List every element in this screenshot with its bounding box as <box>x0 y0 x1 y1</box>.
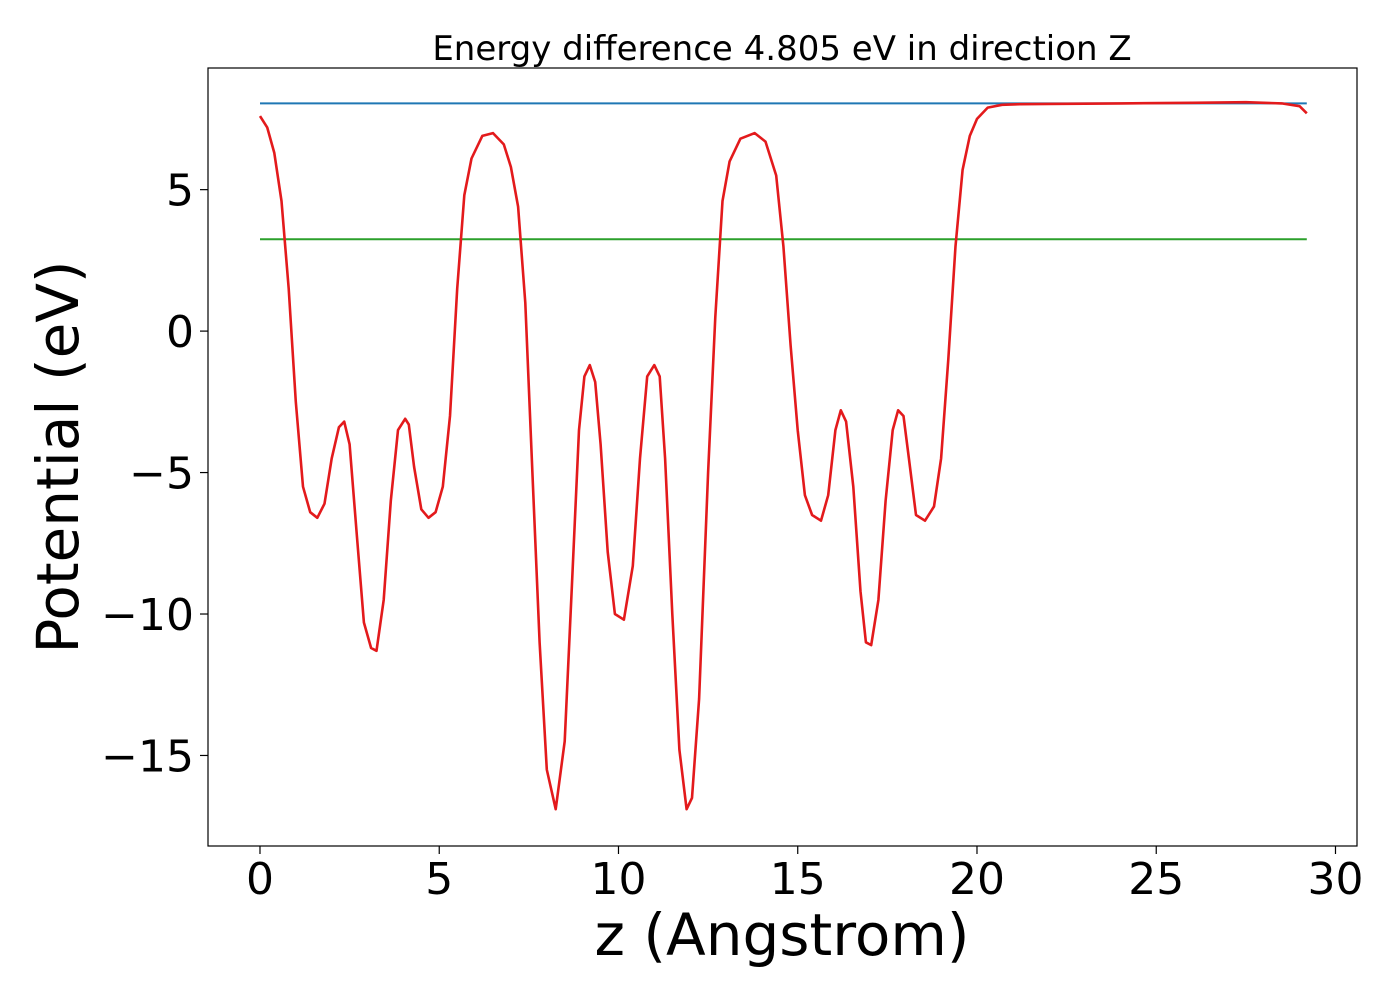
y-tick-label: 5 <box>166 166 194 217</box>
x-tick-label: 5 <box>425 854 453 905</box>
y-tick-label: −10 <box>101 590 194 641</box>
series-line-2 <box>258 100 1308 811</box>
x-tick-label: 25 <box>1128 854 1184 905</box>
y-tick-label: −15 <box>101 731 194 782</box>
y-axis-ticks: 5 0 −5 −10 −15 <box>101 166 208 782</box>
y-axis-label: Potential (eV) <box>24 260 92 653</box>
x-tick-label: 20 <box>949 854 1005 905</box>
chart-title: Energy difference 4.805 eV in direction … <box>432 29 1131 69</box>
x-axis-label: z (Angstrom) <box>595 901 970 969</box>
x-axis-ticks: 0 5 10 15 20 25 30 <box>246 846 1363 905</box>
x-tick-label: 15 <box>770 854 826 905</box>
x-tick-label: 30 <box>1307 854 1363 905</box>
x-tick-label: 10 <box>590 854 646 905</box>
series-lines <box>258 100 1308 811</box>
y-tick-label: −5 <box>129 449 194 500</box>
x-tick-label: 0 <box>246 854 274 905</box>
y-tick-label: 0 <box>166 307 194 358</box>
plot-area-frame <box>207 67 1358 847</box>
